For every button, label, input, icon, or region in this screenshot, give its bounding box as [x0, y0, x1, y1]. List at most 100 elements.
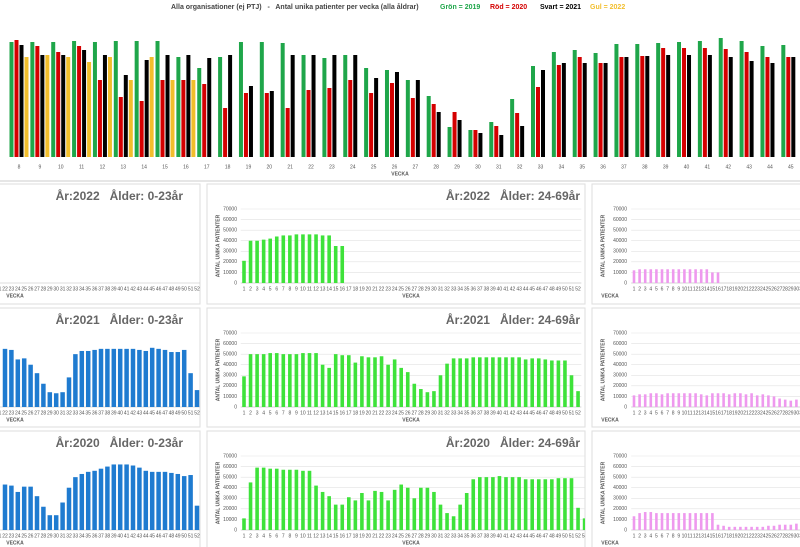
bar	[137, 467, 142, 530]
bar	[489, 122, 494, 157]
bar	[445, 513, 449, 530]
bar	[767, 525, 770, 530]
y-tick-label: 0	[624, 527, 627, 533]
bar	[281, 354, 286, 407]
bar	[438, 504, 443, 530]
bar	[188, 373, 193, 407]
bar	[314, 485, 318, 530]
bar	[772, 396, 776, 407]
bar	[683, 269, 686, 283]
x-tick-label: 43	[137, 410, 143, 416]
bar	[47, 392, 53, 407]
bar	[468, 130, 473, 157]
bar	[61, 55, 66, 157]
bar	[290, 55, 295, 157]
bar	[733, 526, 737, 530]
bar	[705, 269, 709, 283]
x-tick-label: 6	[275, 533, 278, 539]
y-tick-label: 50000	[223, 474, 237, 480]
bar	[582, 518, 585, 530]
x-tick-label: 19	[359, 533, 365, 539]
bar	[255, 240, 259, 283]
bar	[563, 360, 567, 407]
bar	[749, 61, 754, 157]
bar	[412, 383, 417, 407]
bar	[517, 477, 521, 530]
bar	[598, 63, 603, 157]
x-tick-label: 26	[405, 286, 411, 292]
bar	[92, 349, 97, 407]
x-tick-label: 51	[188, 533, 194, 539]
bar	[399, 484, 403, 530]
x-tick-label: 18	[726, 286, 732, 292]
x-tick-label: 40	[497, 286, 503, 292]
bar	[191, 80, 196, 157]
bar	[541, 70, 545, 157]
bar	[576, 391, 580, 407]
bar	[186, 55, 191, 157]
bar	[688, 513, 692, 530]
bar	[447, 127, 452, 157]
bar	[162, 471, 168, 530]
y-tick-label: 60000	[223, 464, 237, 470]
panel-frame	[0, 183, 201, 305]
x-tick-label: 17	[721, 286, 727, 292]
bar	[515, 113, 520, 157]
panel-frame	[206, 430, 586, 547]
x-axis-label: VECKA	[402, 540, 420, 546]
x-tick-label: 41	[124, 533, 130, 539]
x-tick-label: 8	[288, 410, 291, 416]
bar	[683, 393, 686, 407]
x-tick-label: 25	[398, 286, 404, 292]
x-tick-label: 51	[569, 533, 575, 539]
x-tick-label: 52	[575, 410, 581, 416]
bar	[694, 269, 697, 283]
bar	[366, 357, 371, 407]
x-tick-label: 30	[53, 410, 59, 416]
bar	[332, 55, 337, 157]
x-tick-label: 41	[124, 410, 130, 416]
x-tick-label: 48	[549, 533, 555, 539]
x-tick-label: 46	[156, 410, 162, 416]
chart-title: Alla organisationer (ej PTJ) - Antal uni…	[171, 3, 419, 11]
x-tick-label: 18	[353, 410, 359, 416]
x-tick-label: 41	[503, 286, 509, 292]
y-tick-label: 50000	[223, 227, 237, 233]
x-tick-label: 20	[267, 164, 273, 170]
x-tick-label: 21	[372, 533, 378, 539]
x-tick-label: 16	[715, 533, 721, 539]
bar	[307, 470, 312, 530]
x-tick-label: 11	[687, 286, 692, 292]
bar	[320, 491, 325, 530]
bar	[156, 348, 161, 407]
bar	[683, 513, 686, 530]
bar	[243, 93, 248, 157]
x-tick-label: 21	[0, 533, 2, 539]
x-axis-label: VECKA	[6, 540, 24, 546]
bar	[688, 269, 692, 283]
bar	[655, 269, 658, 283]
x-tick-label: 21	[743, 410, 749, 416]
bar	[795, 399, 798, 407]
bar	[727, 526, 731, 530]
bar	[412, 498, 417, 530]
x-tick-label: 27	[34, 286, 40, 292]
x-tick-label: 13	[320, 410, 326, 416]
chart-title: År:2020 Ålder: 24-69år	[446, 435, 580, 450]
bar	[677, 513, 681, 530]
bar	[711, 272, 714, 283]
bar	[379, 491, 384, 530]
y-tick-label: 40000	[223, 485, 237, 491]
x-tick-label: 12	[313, 410, 319, 416]
x-tick-label: 40	[117, 286, 123, 292]
bar	[288, 469, 292, 530]
x-tick-label: 26	[771, 533, 777, 539]
x-tick-label: 36	[92, 286, 98, 292]
bar	[113, 41, 118, 157]
x-tick-label: 42	[725, 164, 731, 170]
bar	[386, 500, 390, 530]
bar	[156, 471, 161, 530]
bar	[451, 516, 456, 530]
y-tick-label: 70000	[613, 206, 627, 212]
x-tick-label: 19	[246, 164, 252, 170]
